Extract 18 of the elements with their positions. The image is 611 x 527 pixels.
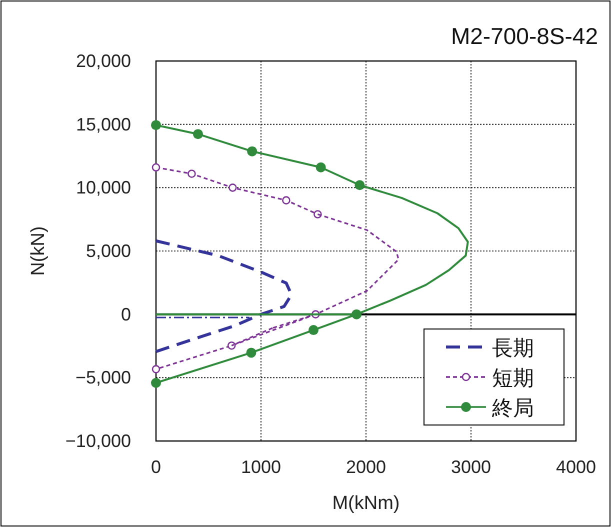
legend-label: 終局: [491, 397, 534, 420]
y-tick-label: 15,000: [76, 114, 131, 134]
x-tick-label: 3000: [450, 457, 492, 477]
legend-label: 長期: [492, 337, 534, 360]
y-tick-label: 5,000: [86, 241, 131, 261]
y-tick-label: 10,000: [76, 178, 131, 198]
x-tick-label: 2000: [346, 457, 386, 477]
y-tick-label: −5,000: [75, 368, 131, 388]
legend-label: 短期: [492, 367, 534, 390]
y-tick-label: 0: [120, 304, 131, 324]
x-tick-label: 0: [150, 457, 162, 477]
x-tick-label: 4000: [556, 457, 596, 477]
x-axis-title: M(kNm): [332, 493, 400, 514]
y-tick-label: 20,000: [76, 51, 131, 71]
chart-title: M2-700-8S-42: [450, 23, 598, 49]
y-axis-title: N(kN): [28, 226, 49, 276]
y-tick-label: −10,000: [65, 431, 131, 451]
x-tick-label: 1000: [240, 457, 282, 477]
